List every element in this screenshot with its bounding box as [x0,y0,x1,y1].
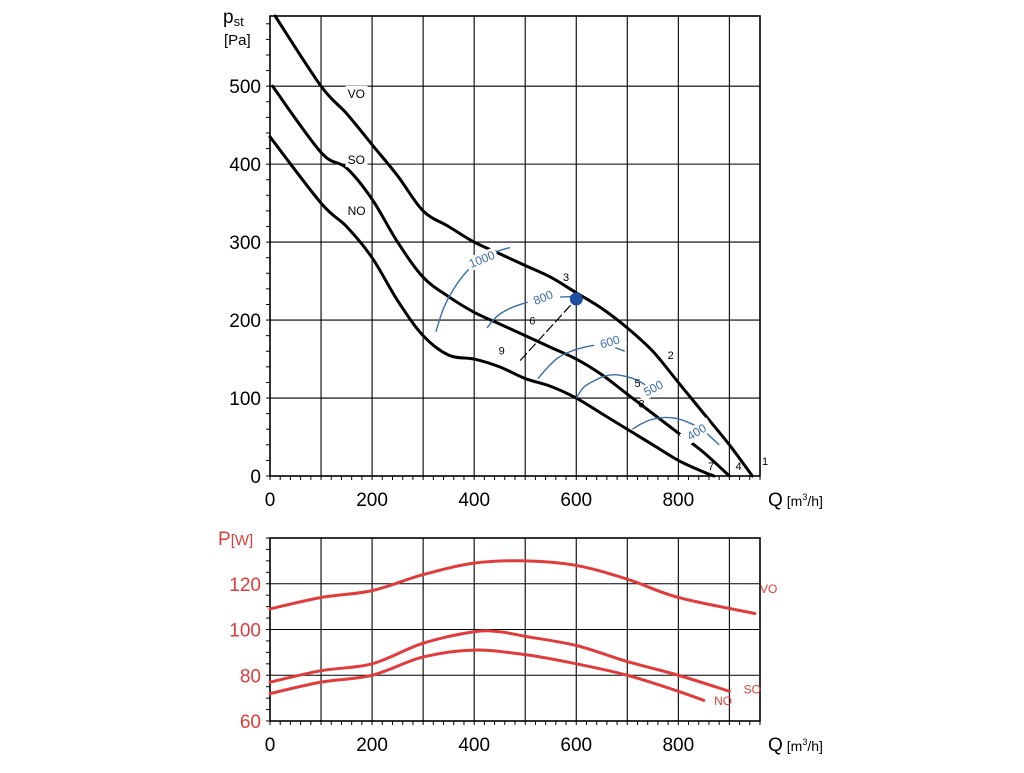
pressure-y-axis-label: pst [223,7,244,29]
power-y-tick-label: 100 [229,621,261,642]
iso-label-bg [679,417,714,447]
iso-label-group: 800 [525,285,561,311]
power-series-label: VO [760,582,777,596]
pressure-y-axis-unit: [Pa] [224,32,251,49]
y-axis-label-unit: [W] [231,532,254,549]
iso-label-600: 600 [598,332,621,351]
pressure-series-label: NO [348,204,366,218]
pressure-plot-frame [269,15,761,477]
pressure-series-label: VO [348,87,365,101]
x-axis-label-main: Q [768,735,783,756]
x-axis-label-end: /h] [807,738,823,754]
pressure-y-tick-label: 200 [229,311,261,332]
x-axis-label-unit: [m [787,493,803,509]
point-label-3: 3 [563,272,569,284]
power-x-tick-label: 800 [662,735,694,756]
power-x-tick-label: 0 [265,735,276,756]
power-series-label: SO [744,683,761,697]
power-series-no [268,648,706,702]
y-axis-label-main: p [223,7,234,28]
pressure-series-label: SO [348,153,365,167]
pressure-x-tick-label: 800 [662,490,694,511]
x-axis-label-sup: 3 [802,737,807,747]
system-curve-line [519,298,577,362]
iso-line-1000 [435,246,511,332]
point-label-9: 9 [499,345,505,357]
pressure-y-tick-label: 500 [229,77,261,98]
power-x-axis-label: Q [m3/h] [768,735,823,756]
pressure-x-tick-label: 0 [265,490,276,511]
iso-label-bg [525,285,561,311]
power-x-tick-label: 400 [458,735,490,756]
power-series-vo [268,559,757,615]
pressure-y-tick-label: 400 [229,155,261,176]
x-axis-label-sup: 3 [802,492,807,502]
point-label-6: 6 [529,316,535,328]
x-axis-label-unit: [m [787,738,803,754]
power-y-axis-label: P[W] [218,529,253,550]
pressure-x-tick-label: 400 [458,490,490,511]
x-axis-label-end: /h] [807,493,823,509]
power-y-tick-label: 60 [240,712,261,733]
power-x-tick-label: 200 [356,735,388,756]
pressure-x-tick-label: 200 [356,490,388,511]
power-chart: 0 200 400 600 800 60 80 100 120 Q [m3/h] VO SO NO P[W] [218,529,823,756]
power-series-so [268,629,731,693]
pressure-series-no [268,135,716,478]
y-axis-label-main: P [218,529,231,550]
iso-label-bg [464,246,500,272]
pressure-y-tick-label: 100 [229,389,261,410]
iso-label-bg [636,374,671,402]
power-series-label: NO [714,694,732,708]
point-label-8: 8 [639,398,645,410]
power-y-tick-label: 120 [229,575,261,596]
series-label-bg [345,85,368,101]
iso-label-1000: 1000 [467,248,497,271]
point-label-1: 1 [762,456,768,468]
iso-line-500 [575,373,659,399]
iso-label-group: 400 [679,417,714,447]
pressure-series-vo [273,14,754,478]
point-label-4: 4 [736,461,742,473]
operating-point-marker [569,292,583,306]
pressure-x-tick-label: 600 [560,490,592,511]
iso-label-group: 600 [592,330,628,354]
x-axis-label-main: Q [768,490,783,511]
pressure-x-axis-label: Q [m3/h] [768,490,823,511]
pressure-series-so [271,84,731,478]
series-label-bg [345,152,368,168]
iso-label-group: 1000 [464,246,500,272]
iso-label-bg [592,330,628,354]
point-label-7: 7 [708,461,714,473]
point-label-2: 2 [668,350,674,362]
power-y-tick-label: 80 [240,666,261,687]
y-axis-label-sub: st [234,14,245,29]
pressure-y-tick-label: 300 [229,233,261,254]
power-plot-frame [269,537,761,722]
power-x-tick-label: 600 [560,735,592,756]
series-label-bg [345,202,368,218]
point-label-5: 5 [634,378,640,390]
pressure-y-tick-label: 0 [250,467,261,488]
